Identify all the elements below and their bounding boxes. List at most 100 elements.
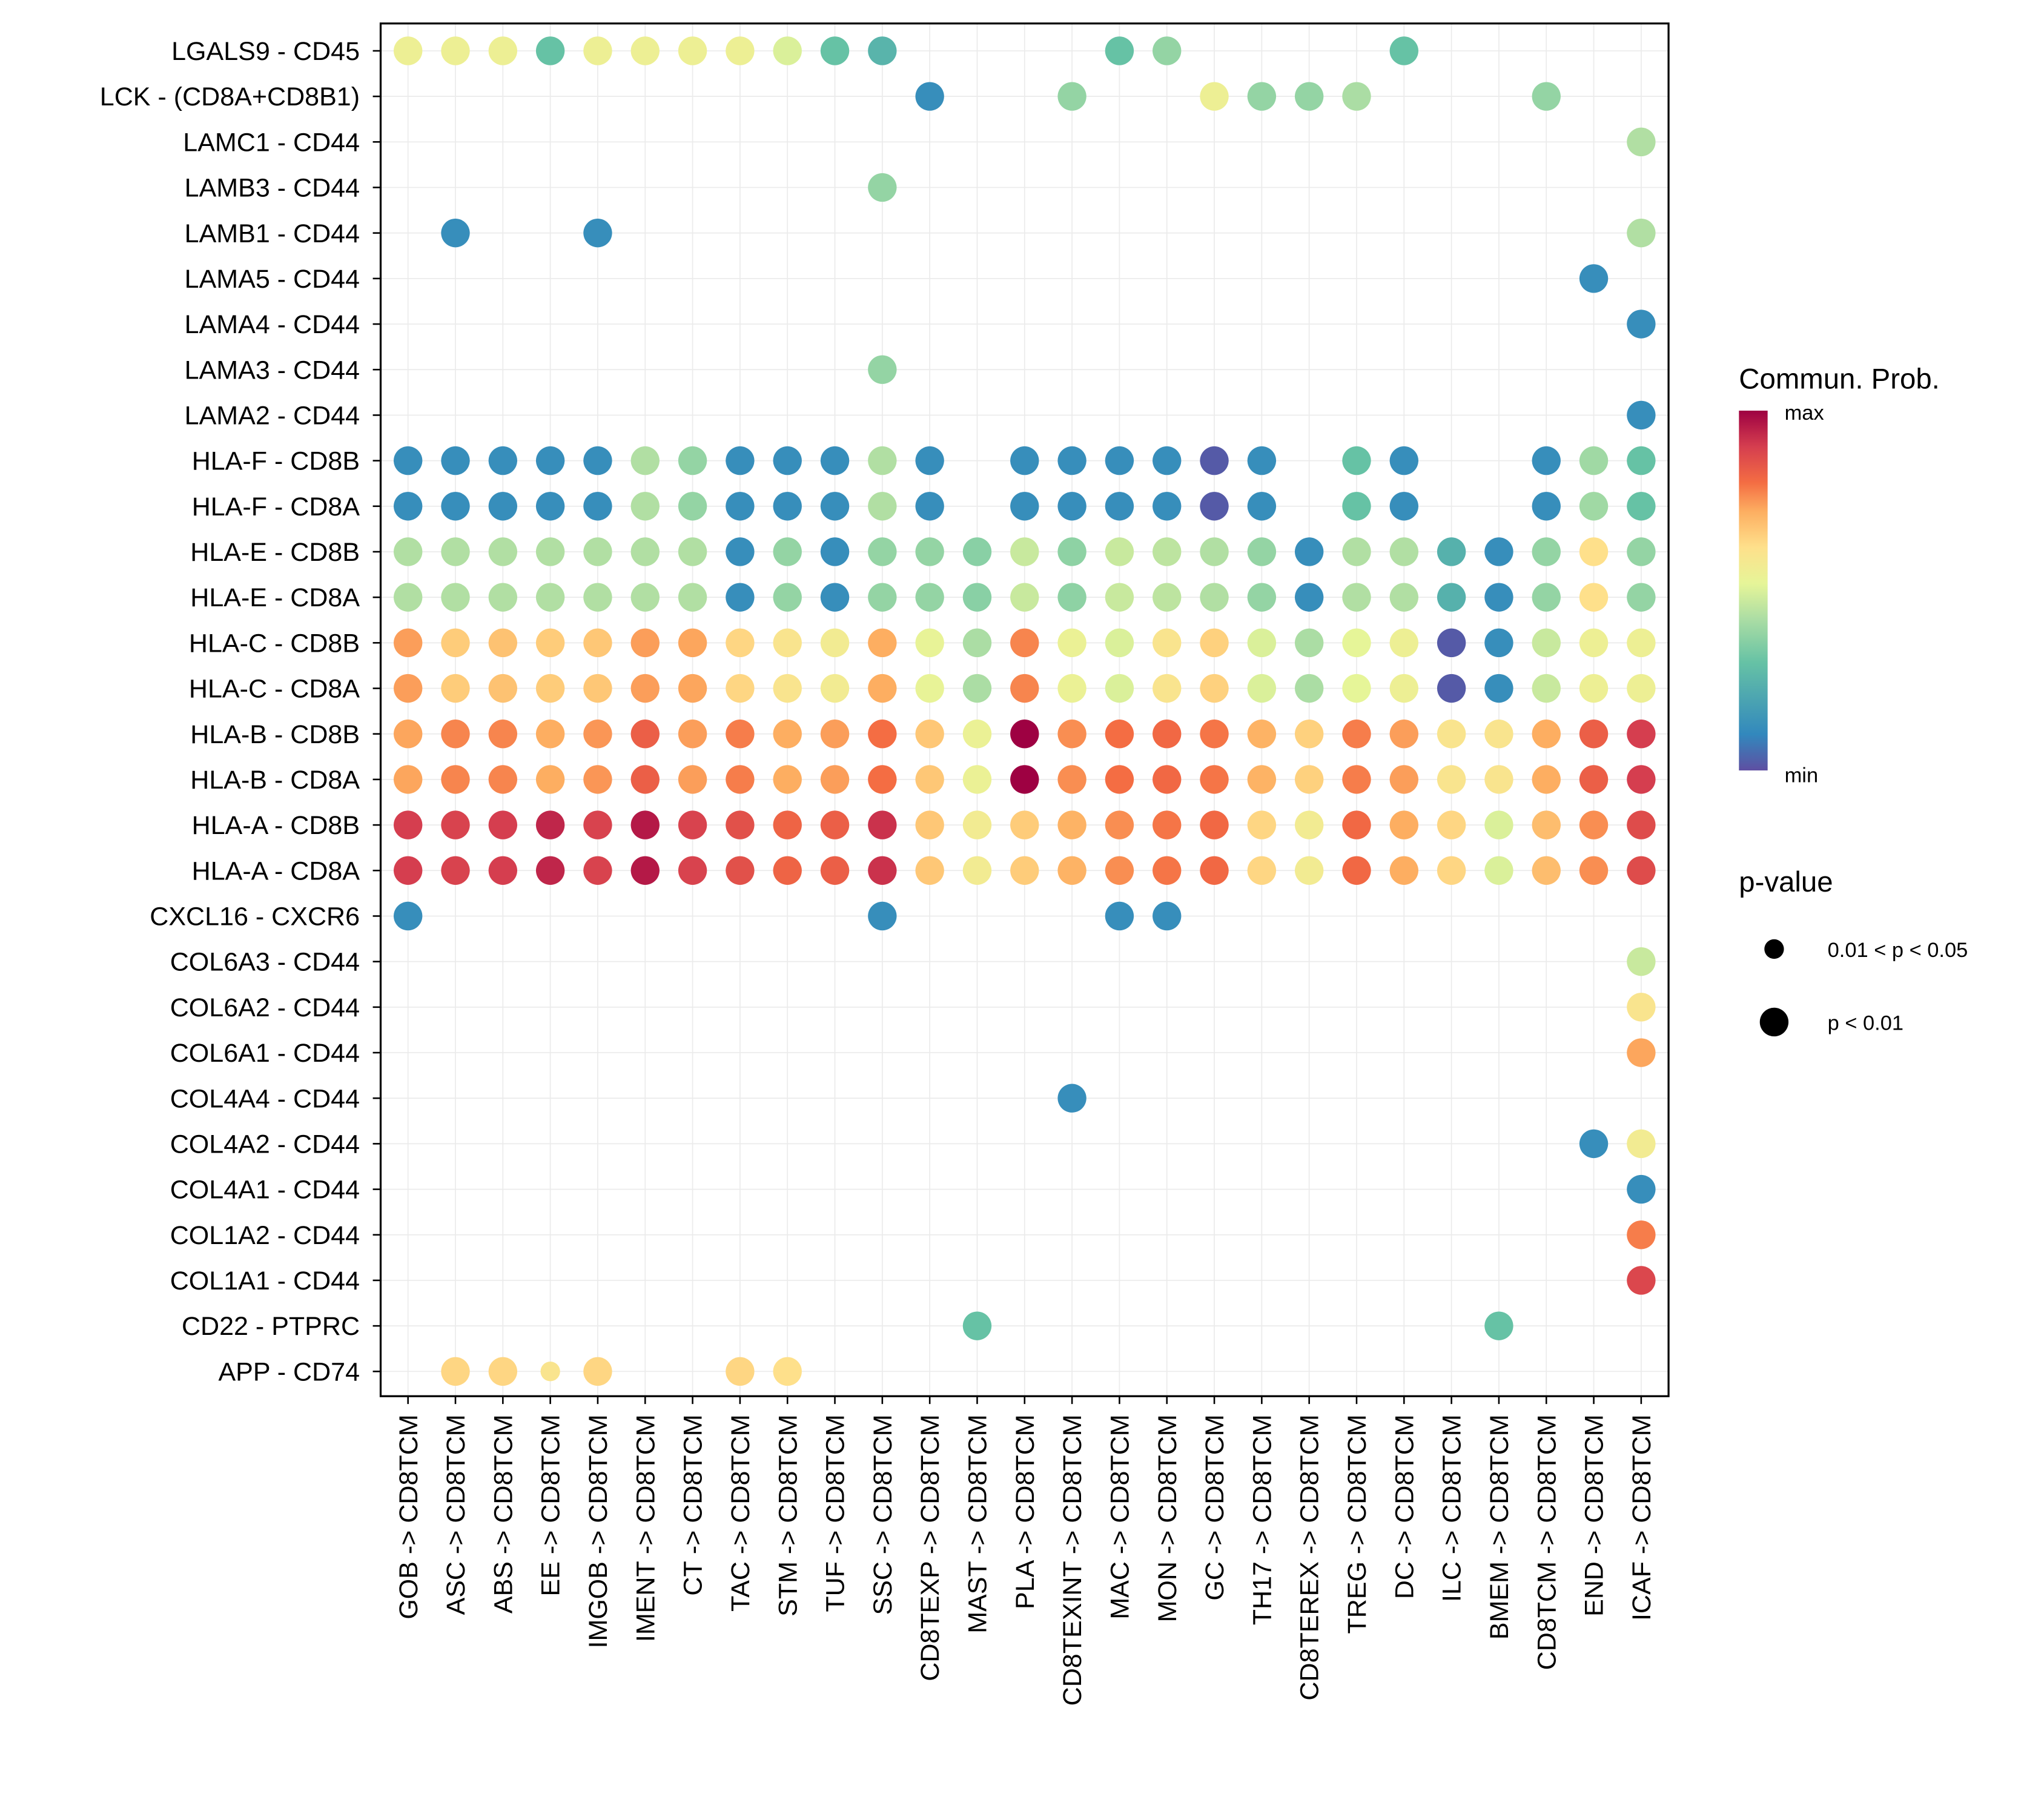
dot [678, 537, 707, 566]
dot [1247, 720, 1277, 749]
dot [678, 628, 707, 658]
dot [726, 537, 755, 566]
dot [1627, 993, 1656, 1022]
dot [583, 674, 612, 703]
dot [630, 36, 660, 65]
dot [1105, 583, 1134, 612]
dot [1010, 492, 1039, 521]
x-tick-label: TUF -> CD8TCM [821, 1414, 850, 1612]
y-tick-label: LAMA5 - CD44 [185, 265, 360, 294]
dot [1484, 583, 1513, 612]
dot [1484, 674, 1513, 703]
y-tick-label: COL4A2 - CD44 [170, 1130, 360, 1159]
x-tick-label: CD8TEREX -> CD8TCM [1295, 1414, 1325, 1700]
y-tick-label: LAMB3 - CD44 [185, 174, 360, 203]
x-tick-label: MAC -> CD8TCM [1105, 1414, 1134, 1619]
dot [1105, 492, 1134, 521]
dot [1532, 856, 1561, 885]
dot [726, 856, 755, 885]
size-legend: p-value 0.01 < p < 0.05 p < 0.01 [1739, 866, 1968, 1037]
dot [1294, 583, 1324, 612]
dot [441, 219, 470, 248]
x-tick-label: PLA -> CD8TCM [1011, 1414, 1040, 1609]
y-tick-label: LAMA3 - CD44 [185, 356, 360, 385]
dot [820, 810, 850, 839]
x-tick-label: ABS -> CD8TCM [489, 1414, 518, 1613]
dot [1010, 583, 1039, 612]
dot [1484, 720, 1513, 749]
dot [1153, 492, 1182, 521]
dot [1342, 446, 1371, 475]
dot [488, 810, 518, 839]
y-axis: LGALS9 - CD45 LCK - (CD8A+CD8B1) LAMC1 - C… [100, 37, 381, 1386]
dot [868, 537, 897, 566]
dot [583, 446, 612, 475]
dot [1105, 720, 1134, 749]
dot [1010, 810, 1039, 839]
dot [773, 856, 802, 885]
dot [1389, 810, 1418, 839]
dot [1342, 765, 1371, 794]
dot [1200, 583, 1229, 612]
dot [1437, 674, 1466, 703]
dot [535, 810, 565, 839]
dot [1200, 446, 1229, 475]
dot [820, 537, 850, 566]
x-tick-label: MAST -> CD8TCM [964, 1414, 993, 1633]
dot [1342, 628, 1371, 658]
dot [1153, 446, 1182, 475]
dot [1389, 36, 1418, 65]
dot [820, 446, 850, 475]
dot [630, 537, 660, 566]
dot [1010, 765, 1039, 794]
dot [394, 583, 423, 612]
dot [583, 628, 612, 658]
y-tick-label: COL6A2 - CD44 [170, 993, 360, 1022]
dot [1437, 765, 1466, 794]
dot [441, 36, 470, 65]
dot [1010, 628, 1039, 658]
dot [1627, 537, 1656, 566]
y-tick-label: COL1A1 - CD44 [170, 1266, 360, 1296]
dot [773, 537, 802, 566]
dot [678, 583, 707, 612]
dot [1437, 810, 1466, 839]
dot [1247, 82, 1277, 111]
dot [583, 492, 612, 521]
x-tick-label: CD8TEXP -> CD8TCM [916, 1414, 945, 1681]
x-tick-label: END -> CD8TCM [1580, 1414, 1609, 1617]
dot [962, 628, 992, 658]
x-tick-label: STM -> CD8TCM [773, 1414, 802, 1617]
dot [1627, 1129, 1656, 1159]
dot [1200, 810, 1229, 839]
dot [394, 901, 423, 931]
y-tick-label: COL4A1 - CD44 [170, 1176, 360, 1205]
dot [1247, 856, 1277, 885]
dot [441, 446, 470, 475]
dot [773, 492, 802, 521]
dot [1389, 446, 1418, 475]
y-tick-label: LAMB1 - CD44 [185, 219, 360, 248]
dot [1247, 628, 1277, 658]
dot [868, 173, 897, 202]
dot [1200, 492, 1229, 521]
dot [820, 628, 850, 658]
dot [1627, 1174, 1656, 1204]
dot [1153, 628, 1182, 658]
dot [773, 583, 802, 612]
dot [1153, 720, 1182, 749]
dot [1437, 856, 1466, 885]
dots-layer [394, 36, 1656, 1386]
dot [1294, 537, 1324, 566]
dot [1579, 720, 1609, 749]
dot [773, 1357, 802, 1386]
dot [488, 537, 518, 566]
dot [1437, 720, 1466, 749]
dot [1389, 492, 1418, 521]
dot [1532, 583, 1561, 612]
dot [1247, 583, 1277, 612]
dot [1389, 628, 1418, 658]
dot [1294, 810, 1324, 839]
